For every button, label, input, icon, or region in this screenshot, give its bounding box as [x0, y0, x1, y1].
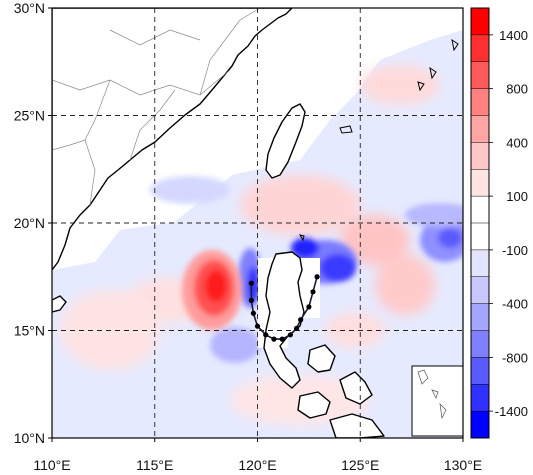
- colorbar-tick-label: 800: [506, 82, 528, 97]
- colorbar-tick-label: -100: [502, 243, 528, 258]
- visayas-3: [297, 391, 331, 419]
- colorbar: 1400 800 400 100 -100 -400 -800 -1400: [470, 7, 528, 439]
- colorbar-swatch: [471, 61, 489, 90]
- patch-blue-9: [210, 327, 260, 363]
- gridlines: [52, 8, 463, 438]
- colorbar-swatch: [471, 115, 489, 143]
- colorbar-swatch: [471, 303, 489, 331]
- patch-blue-2: [320, 254, 356, 282]
- colorbar-swatch: [471, 276, 489, 305]
- latitude-labels: 30°N 25°N 20°N 15°N 10°N: [14, 0, 52, 446]
- patch-blue-10: [150, 176, 230, 204]
- patch-blue-8: [405, 203, 463, 227]
- small-islands: [298, 38, 459, 242]
- colorbar-swatch: [471, 223, 489, 251]
- colorbar-swatch: [471, 196, 489, 224]
- lon-tick-label: 110°E: [33, 457, 70, 473]
- island-yaeyama: [339, 125, 353, 134]
- lon-tick-label: 130°E: [444, 457, 482, 473]
- patch-pink-7: [325, 312, 385, 348]
- track-point: [306, 304, 312, 310]
- longitude-labels: 110°E 115°E 120°E 125°E 130°E: [33, 438, 482, 473]
- colorbar-swatch: [471, 384, 489, 412]
- border-2: [129, 89, 176, 161]
- track-point: [298, 317, 304, 323]
- track-point: [263, 332, 269, 338]
- visayas-1: [307, 344, 336, 373]
- patch-blue-5: [438, 228, 462, 248]
- track-point: [287, 332, 293, 338]
- lat-tick-label: 30°N: [14, 0, 45, 16]
- lat-tick-label: 15°N: [14, 323, 45, 339]
- mindanao-north: [329, 413, 385, 438]
- colorbar-tick-label: -400: [502, 297, 528, 312]
- patch-pink-6: [360, 65, 440, 105]
- track-point: [271, 336, 277, 342]
- hainan-edge: [52, 295, 67, 313]
- patch-pink-2: [340, 215, 410, 265]
- patch-pink-3: [375, 255, 435, 315]
- taiwan: [265, 103, 306, 179]
- positive-core: [182, 250, 242, 330]
- lon-tick-label: 115°E: [136, 457, 173, 473]
- patch-pink-1: [240, 175, 360, 235]
- lon-tick-label: 120°E: [238, 457, 276, 473]
- colorbar-swatch: [471, 357, 489, 385]
- colorbar-swatch: [471, 142, 489, 170]
- inset-frame: [411, 365, 463, 437]
- inset-coast: [417, 369, 447, 420]
- lat-tick-label: 20°N: [14, 215, 45, 231]
- island-ryukyu-2: [429, 66, 437, 80]
- province-borders: [52, 8, 261, 206]
- core-red-inner: [205, 270, 227, 302]
- colorbar-tick-label: 100: [506, 189, 528, 204]
- colorbar-swatch: [471, 169, 489, 197]
- track-point: [254, 323, 261, 329]
- luzon: [263, 251, 305, 389]
- island-batanes: [298, 234, 305, 242]
- track-point: [279, 336, 285, 342]
- track-point: [314, 274, 320, 280]
- lat-tick-label: 10°N: [14, 430, 45, 446]
- track-point: [293, 325, 300, 331]
- lon-tick-label: 125°E: [341, 457, 379, 473]
- colorbar-tick-label: 400: [506, 135, 528, 150]
- colorbar-tick-label: -800: [502, 350, 528, 365]
- patch-pink-5: [60, 290, 160, 370]
- colorbar-swatch: [471, 88, 489, 116]
- inset-map: [411, 365, 463, 437]
- island-ryukyu-3: [417, 81, 425, 92]
- colorbar-swatch: [471, 249, 489, 278]
- island-ryukyu-1: [451, 38, 459, 52]
- track-point: [310, 289, 316, 295]
- colorbar-swatch: [471, 8, 489, 36]
- colorbar-swatch: [471, 330, 489, 358]
- coastlines: [52, 8, 385, 438]
- patch-blue-3: [291, 238, 319, 258]
- typhoon-track: [248, 274, 320, 342]
- colorbar-swatch: [471, 34, 489, 63]
- visayas-2: [339, 371, 373, 405]
- border-4: [52, 139, 86, 151]
- border-5: [199, 8, 261, 96]
- track-point: [248, 297, 254, 303]
- colorbar-swatch: [471, 411, 489, 439]
- colorbar-tick-label: -1400: [495, 404, 528, 419]
- track-point: [248, 280, 254, 286]
- china-coast: [52, 8, 293, 271]
- lat-tick-label: 25°N: [14, 108, 45, 124]
- negative-anomaly-patches: [150, 176, 463, 363]
- colorbar-frame: [470, 7, 490, 439]
- colorbar-tick-label: 1400: [499, 28, 528, 43]
- track-point: [250, 310, 256, 316]
